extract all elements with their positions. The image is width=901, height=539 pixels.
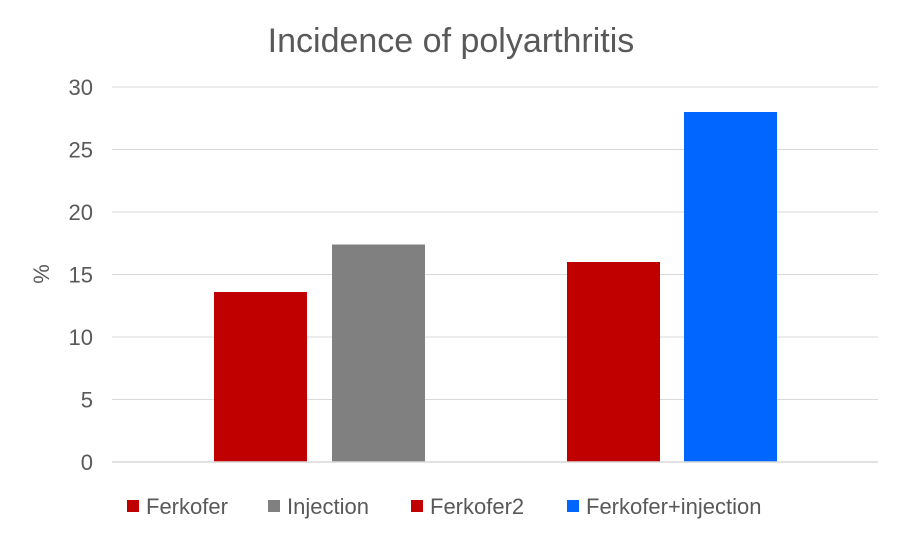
y-tick-label: 30 <box>69 75 93 100</box>
bars <box>214 112 777 462</box>
legend-swatch <box>268 500 280 512</box>
legend-label: Ferkofer <box>146 494 228 519</box>
y-tick-label: 20 <box>69 200 93 225</box>
bar-ferkofer2 <box>567 262 660 462</box>
legend-swatch <box>567 500 579 512</box>
legend-label: Ferkofer2 <box>430 494 524 519</box>
y-tick-label: 10 <box>69 325 93 350</box>
y-axis-label: % <box>29 264 54 284</box>
bar-ferkofer <box>214 292 307 462</box>
legend: Ferkofer Injection Ferkofer2 Ferkofer+injec… <box>127 494 761 519</box>
y-tick-label: 5 <box>81 388 93 413</box>
y-tick-label: 0 <box>81 450 93 475</box>
bar-injection <box>332 244 425 462</box>
legend-label: Ferkofer+injection <box>586 494 761 519</box>
y-tick-label: 25 <box>69 138 93 163</box>
y-tick-label: 15 <box>69 263 93 288</box>
legend-swatch <box>127 500 139 512</box>
chart-title: Incidence of polyarthritis <box>268 22 635 60</box>
legend-swatch <box>411 500 423 512</box>
y-axis-ticks: 0 5 10 15 20 25 30 <box>69 75 93 475</box>
legend-label: Injection <box>287 494 369 519</box>
bar-ferkofer-injection <box>684 112 777 462</box>
